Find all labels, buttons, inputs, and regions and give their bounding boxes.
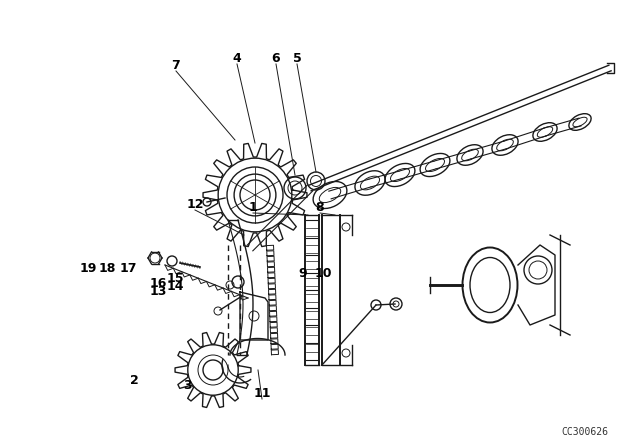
Text: 16: 16 — [149, 276, 166, 289]
Text: 9: 9 — [299, 267, 307, 280]
Text: 6: 6 — [272, 52, 280, 65]
Text: 4: 4 — [232, 52, 241, 65]
Text: 1: 1 — [248, 201, 257, 214]
Text: 14: 14 — [166, 280, 184, 293]
Text: 19: 19 — [79, 262, 97, 275]
Text: 2: 2 — [130, 374, 138, 387]
Text: 12: 12 — [186, 198, 204, 211]
Text: CC300626: CC300626 — [561, 427, 609, 437]
Text: 13: 13 — [149, 284, 166, 297]
Text: 17: 17 — [119, 262, 137, 275]
Text: 18: 18 — [99, 262, 116, 275]
Text: 5: 5 — [292, 52, 301, 65]
Text: 15: 15 — [166, 271, 184, 284]
Text: 7: 7 — [172, 59, 180, 72]
Text: 3: 3 — [184, 379, 192, 392]
Text: 11: 11 — [253, 387, 271, 400]
Text: 8: 8 — [316, 201, 324, 214]
Text: 10: 10 — [314, 267, 332, 280]
